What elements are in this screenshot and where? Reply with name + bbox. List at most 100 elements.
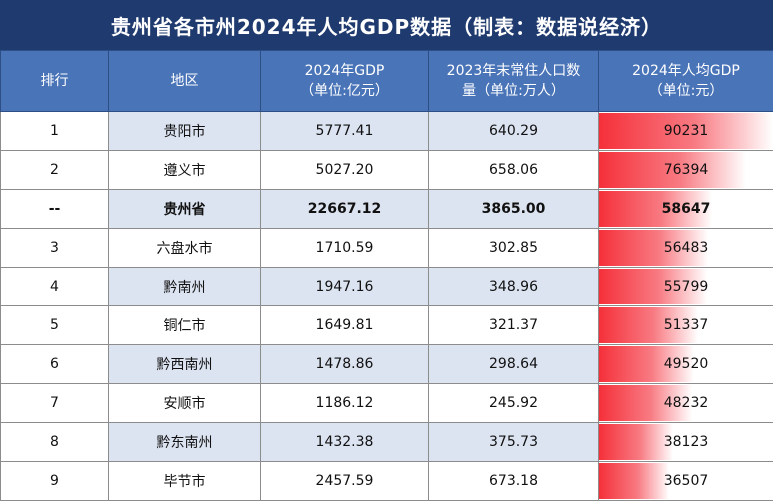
region-cell-text: 黔东南州 — [157, 435, 213, 451]
gdp-cell: 1478.86 — [261, 345, 429, 384]
per-capita-gdp-cell: 49520 — [599, 345, 773, 384]
rank-cell: 1 — [1, 112, 109, 151]
gdp-cell-text: 5027.20 — [316, 162, 374, 178]
header-text-line: 2024年人均GDP — [632, 63, 740, 79]
region-cell: 遵义市 — [109, 150, 261, 189]
region-cell: 铜仁市 — [109, 306, 261, 345]
rank-cell-text: 6 — [50, 356, 59, 372]
table-row: 9 毕节市 2457.59 673.18 36507 — [1, 462, 773, 501]
region-cell-text: 黔西南州 — [157, 357, 213, 373]
rank-cell: 6 — [1, 345, 109, 384]
per-capita-gdp-cell: 58647 — [599, 189, 773, 228]
table-row: 1 贵阳市 5777.41 640.29 90231 — [1, 112, 773, 151]
header-text-line: （单位:元） — [649, 83, 724, 99]
per-capita-gdp-cell: 56483 — [599, 228, 773, 267]
rank-cell: 5 — [1, 306, 109, 345]
region-cell: 黔南州 — [109, 267, 261, 306]
header-text-line: 2023年末常住人口数 — [447, 63, 581, 79]
population-cell-text: 640.29 — [489, 123, 538, 139]
rank-cell: 9 — [1, 462, 109, 501]
header-population: 2023年末常住人口数量（单位:万人） — [429, 51, 599, 112]
gdp-cell-text: 22667.12 — [308, 201, 382, 217]
per-capita-gdp-cell-text: 76394 — [664, 162, 709, 178]
gdp-cell: 1710.59 — [261, 228, 429, 267]
gdp-table: 排行 地区 2024年GDP （单位:亿元） 2023年末常住人口数量（单位:万人… — [0, 50, 773, 501]
rank-cell-text: 7 — [50, 395, 59, 411]
population-cell: 321.37 — [429, 306, 599, 345]
header-text-line: 2024年GDP — [305, 63, 385, 79]
rank-cell: 7 — [1, 384, 109, 423]
per-capita-gdp-cell: 51337 — [599, 306, 773, 345]
gdp-cell-text: 2457.59 — [316, 473, 374, 489]
header-text-line: （单位:亿元） — [300, 83, 389, 99]
per-capita-gdp-cell: 38123 — [599, 423, 773, 462]
region-cell-text: 毕节市 — [164, 474, 206, 490]
per-capita-gdp-cell-text: 36507 — [664, 473, 709, 489]
header-text-line: 地区 — [171, 73, 199, 89]
header-row: 排行 地区 2024年GDP （单位:亿元） 2023年末常住人口数量（单位:万人… — [1, 51, 773, 112]
rank-cell: 2 — [1, 150, 109, 189]
rank-cell: 8 — [1, 423, 109, 462]
gdp-cell: 22667.12 — [261, 189, 429, 228]
header-text-line: 量（单位:万人） — [462, 83, 565, 99]
per-capita-gdp-cell-text: 90231 — [664, 123, 709, 139]
region-cell: 黔东南州 — [109, 423, 261, 462]
table-row: 6 黔西南州 1478.86 298.64 49520 — [1, 345, 773, 384]
per-capita-gdp-cell: 90231 — [599, 112, 773, 151]
rank-cell: 4 — [1, 267, 109, 306]
gdp-cell: 2457.59 — [261, 462, 429, 501]
per-capita-gdp-cell-text: 49520 — [664, 356, 709, 372]
gdp-cell-text: 5777.41 — [316, 123, 374, 139]
rank-cell-text: 5 — [50, 317, 59, 333]
population-cell-text: 348.96 — [489, 279, 538, 295]
per-capita-gdp-cell-text: 58647 — [662, 201, 711, 217]
rank-cell-text: 9 — [50, 473, 59, 489]
region-cell: 贵阳市 — [109, 112, 261, 151]
population-cell-text: 298.64 — [489, 356, 538, 372]
data-bar — [599, 463, 669, 499]
per-capita-gdp-cell-text: 38123 — [664, 434, 709, 450]
population-cell-text: 658.06 — [489, 162, 538, 178]
region-cell: 六盘水市 — [109, 228, 261, 267]
per-capita-gdp-cell-text: 56483 — [664, 240, 709, 256]
region-cell-text: 贵州省 — [164, 202, 206, 218]
population-cell: 658.06 — [429, 150, 599, 189]
rank-cell: -- — [1, 189, 109, 228]
region-cell: 毕节市 — [109, 462, 261, 501]
per-capita-gdp-cell: 76394 — [599, 150, 773, 189]
population-cell-text: 3865.00 — [482, 201, 546, 217]
header-region: 地区 — [109, 51, 261, 112]
gdp-cell: 1432.38 — [261, 423, 429, 462]
per-capita-gdp-cell: 55799 — [599, 267, 773, 306]
population-cell-text: 673.18 — [489, 473, 538, 489]
table-row: 2 遵义市 5027.20 658.06 76394 — [1, 150, 773, 189]
rank-cell-text: 1 — [50, 123, 59, 139]
per-capita-gdp-cell: 48232 — [599, 384, 773, 423]
gdp-cell-text: 1186.12 — [316, 395, 374, 411]
rank-cell-text: 8 — [50, 434, 59, 450]
gdp-cell: 1186.12 — [261, 384, 429, 423]
gdp-cell-text: 1947.16 — [316, 279, 374, 295]
gdp-cell: 5777.41 — [261, 112, 429, 151]
population-cell: 640.29 — [429, 112, 599, 151]
population-cell-text: 245.92 — [489, 395, 538, 411]
rank-cell-text: -- — [49, 201, 61, 217]
header-text-line: 排行 — [41, 73, 69, 89]
rank-cell-text: 3 — [50, 240, 59, 256]
per-capita-gdp-cell: 36507 — [599, 462, 773, 501]
region-cell: 安顺市 — [109, 384, 261, 423]
population-cell-text: 302.85 — [489, 240, 538, 256]
gdp-cell-text: 1432.38 — [316, 434, 374, 450]
population-cell: 245.92 — [429, 384, 599, 423]
gdp-cell: 5027.20 — [261, 150, 429, 189]
region-cell: 黔西南州 — [109, 345, 261, 384]
population-cell: 348.96 — [429, 267, 599, 306]
region-cell-text: 遵义市 — [164, 163, 206, 179]
gdp-cell-text: 1649.81 — [316, 317, 374, 333]
header-per-capita-gdp: 2024年人均GDP （单位:元） — [599, 51, 773, 112]
rank-cell-text: 2 — [50, 162, 59, 178]
region-cell-text: 贵阳市 — [164, 124, 206, 140]
table-row: -- 贵州省 22667.12 3865.00 58647 — [1, 189, 773, 228]
